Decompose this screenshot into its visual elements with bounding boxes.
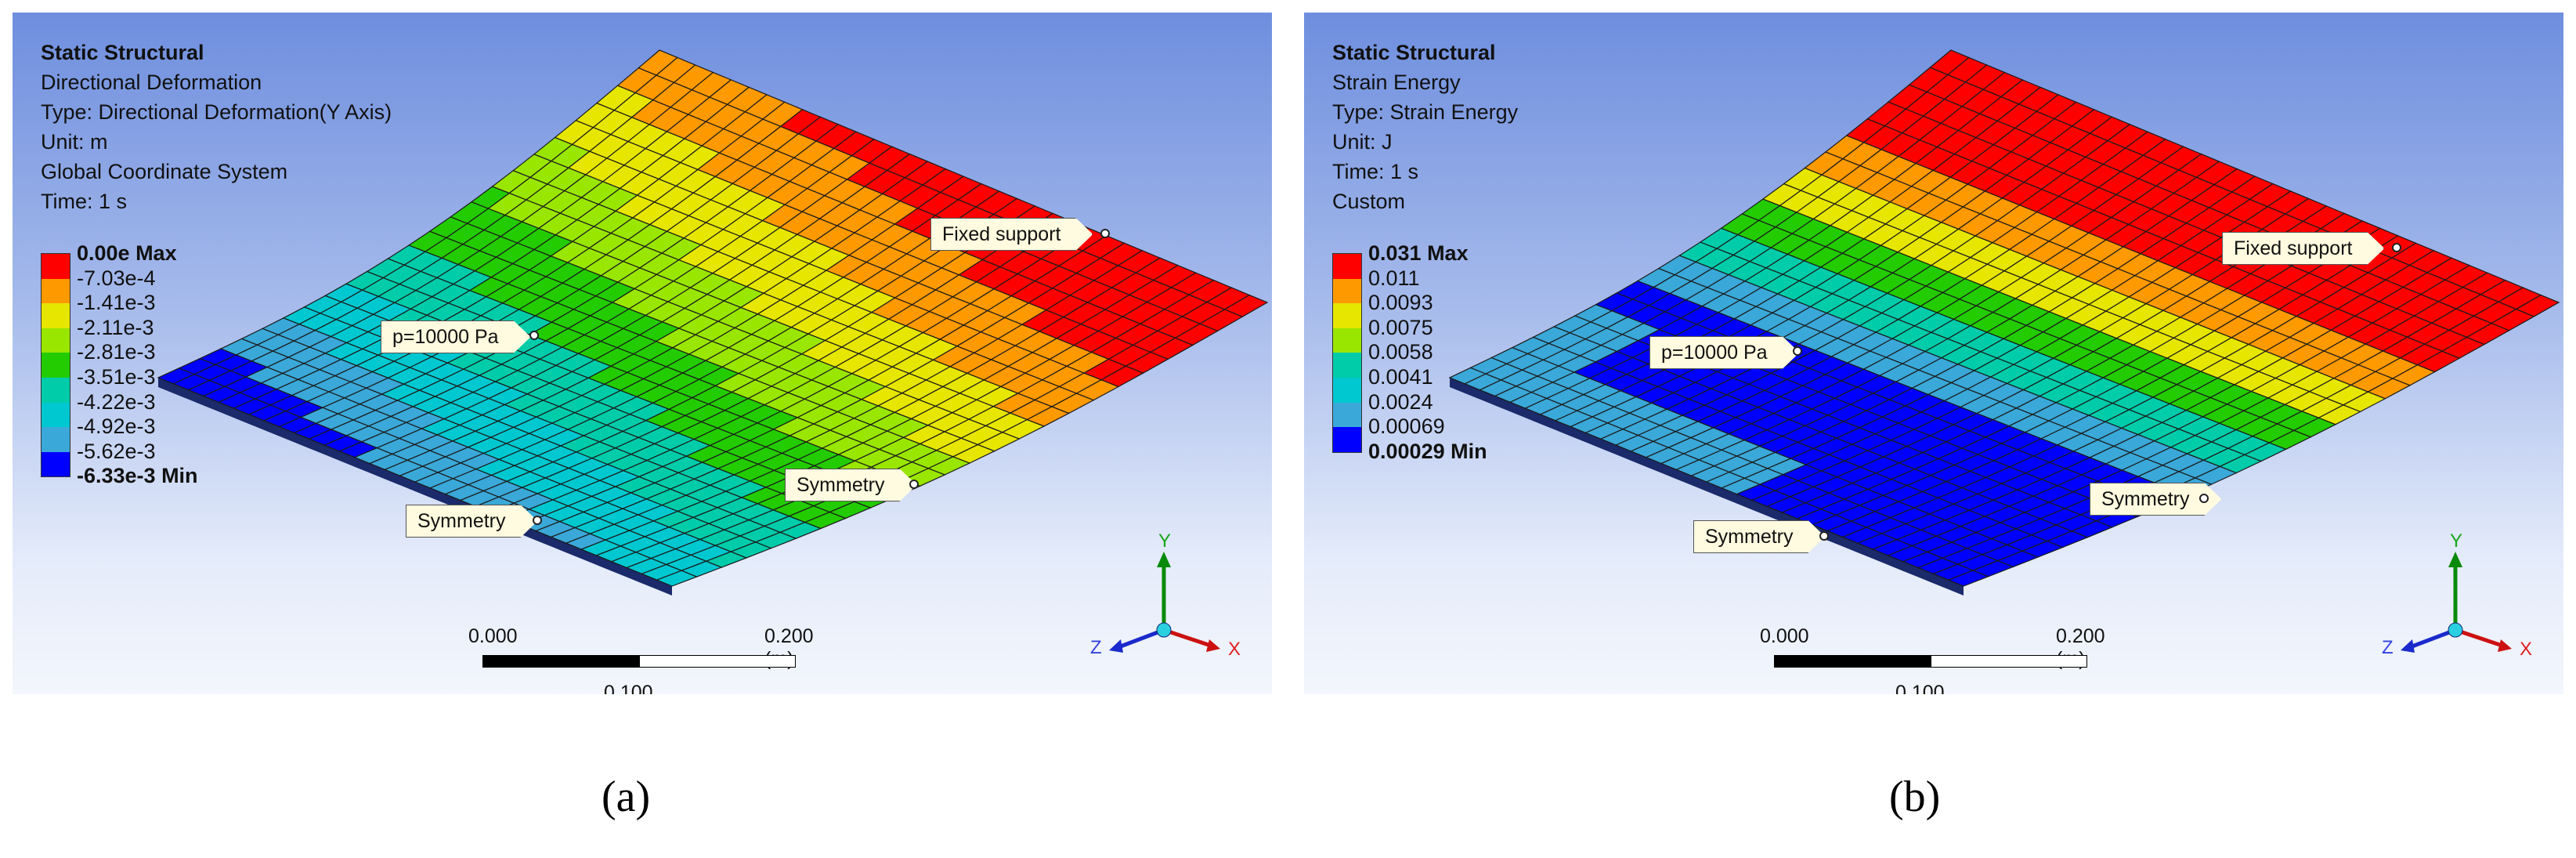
panel-a-symmetry-callout-2[interactable]: Symmetry bbox=[406, 505, 538, 538]
panel-a-symmetry-callout-1[interactable]: Symmetry bbox=[785, 469, 917, 501]
panel-a-scale-bar: 0.000 0.200 (m) 0.100 bbox=[468, 625, 814, 694]
legend-label: 0.0093 bbox=[1368, 291, 1433, 315]
panel-b-scale-mode: Custom bbox=[1332, 190, 1406, 213]
legend-swatch bbox=[1333, 427, 1361, 452]
legend-swatch bbox=[42, 427, 70, 452]
legend-label: 0.011 bbox=[1368, 266, 1420, 290]
legend-swatch bbox=[1333, 278, 1361, 304]
panel-a-fixed-support-callout[interactable]: Fixed support bbox=[930, 218, 1093, 251]
scale-black-segment bbox=[482, 655, 639, 668]
panel-b-fixed-support-anchor bbox=[2392, 243, 2401, 252]
panel-a-mesh-plot[interactable] bbox=[13, 13, 1272, 694]
panel-b-unit: Unit: J bbox=[1332, 130, 1393, 154]
panel-b-pressure-anchor bbox=[1793, 346, 1802, 356]
panel-a-title: Static Structural bbox=[41, 41, 204, 64]
axis-y-label: Y bbox=[2450, 530, 2462, 552]
panel-a-result-name: Directional Deformation bbox=[41, 71, 262, 94]
legend-label: 0.0075 bbox=[1368, 315, 1433, 339]
scale-white-segment bbox=[639, 655, 796, 668]
legend-label: -1.41e-3 bbox=[77, 291, 156, 315]
legend-label: -3.51e-3 bbox=[77, 365, 156, 389]
legend-label: 0.0058 bbox=[1368, 340, 1433, 364]
axis-x-label: X bbox=[2520, 639, 2532, 660]
legend-label: -4.92e-3 bbox=[77, 415, 156, 439]
legend-swatch bbox=[42, 451, 70, 477]
panel-b-symmetry-anchor-2 bbox=[1819, 531, 1829, 541]
legend-label: -2.81e-3 bbox=[77, 340, 156, 364]
panel-a-info: Static Structural Directional Deformatio… bbox=[41, 38, 392, 216]
panel-b-result-name: Strain Energy bbox=[1332, 71, 1461, 94]
scale-black-segment bbox=[1774, 655, 1931, 668]
legend-swatch bbox=[1333, 353, 1361, 378]
panel-b-pressure-callout[interactable]: p=10000 Pa bbox=[1649, 336, 1800, 369]
legend-label: 0.00e Max bbox=[77, 241, 177, 265]
panel-a-legend-colorbar bbox=[41, 253, 70, 478]
axis-z-label: Z bbox=[1090, 637, 1102, 658]
legend-swatch bbox=[1333, 402, 1361, 428]
panel-a-symmetry-anchor-2 bbox=[533, 516, 542, 525]
panel-b-fixed-support-callout[interactable]: Fixed support bbox=[2222, 232, 2384, 265]
panel-a-unit: Unit: m bbox=[41, 130, 108, 154]
legend-swatch bbox=[42, 402, 70, 428]
scale-left-label: 0.000 bbox=[1760, 625, 1809, 647]
panel-b-symmetry-anchor-1 bbox=[2199, 494, 2209, 503]
legend-label: -2.11e-3 bbox=[77, 315, 154, 339]
panel-a-fixed-support-anchor bbox=[1100, 229, 1110, 238]
legend-label: 0.00069 bbox=[1368, 415, 1445, 439]
legend-swatch bbox=[1333, 254, 1361, 279]
legend-label: 0.0041 bbox=[1368, 365, 1433, 389]
panel-b-triad-axes-icon[interactable]: Y X Z bbox=[2369, 530, 2542, 671]
scale-mid-label: 0.100 bbox=[604, 682, 653, 694]
scale-left-label: 0.000 bbox=[468, 625, 518, 647]
panel-b-info: Static Structural Strain Energy Type: St… bbox=[1332, 38, 1518, 216]
axis-x-label: X bbox=[1228, 639, 1241, 660]
panel-b-result-type: Type: Strain Energy bbox=[1332, 100, 1519, 124]
legend-swatch bbox=[1333, 328, 1361, 353]
legend-label: -7.03e-4 bbox=[77, 266, 156, 290]
panel-a-result-type: Type: Directional Deformation(Y Axis) bbox=[41, 100, 392, 124]
axis-y-label: Y bbox=[1158, 530, 1171, 552]
legend-swatch bbox=[42, 353, 70, 378]
panel-a-viewport[interactable]: Static Structural Directional Deformatio… bbox=[13, 13, 1272, 694]
panel-a-pressure-callout[interactable]: p=10000 Pa bbox=[381, 320, 531, 353]
scale-white-segment bbox=[1931, 655, 2087, 668]
legend-label: 0.00029 Min bbox=[1368, 439, 1487, 463]
legend-label: 0.0024 bbox=[1368, 389, 1433, 414]
legend-swatch bbox=[42, 303, 70, 328]
panel-b-time: Time: 1 s bbox=[1332, 160, 1419, 183]
panel-b-scale-bar: 0.000 0.200 (m) 0.100 bbox=[1760, 625, 2105, 694]
scale-mid-label: 0.100 bbox=[1895, 682, 1945, 694]
legend-swatch bbox=[42, 328, 70, 353]
axis-z-label: Z bbox=[2382, 637, 2394, 658]
panel-b-legend-colorbar bbox=[1332, 253, 1362, 453]
panel-b-mesh-plot[interactable] bbox=[1304, 13, 2563, 694]
legend-swatch bbox=[42, 278, 70, 304]
panel-b-viewport[interactable]: Static Structural Strain Energy Type: St… bbox=[1304, 13, 2563, 694]
panel-a-coordinate-system: Global Coordinate System bbox=[41, 160, 288, 183]
legend-swatch bbox=[42, 377, 70, 403]
legend-label: -5.62e-3 bbox=[77, 439, 156, 463]
legend-swatch bbox=[1333, 377, 1361, 403]
panel-b-title: Static Structural bbox=[1332, 41, 1496, 64]
legend-swatch bbox=[42, 254, 70, 279]
legend-label: 0.031 Max bbox=[1368, 241, 1469, 265]
legend-label: -4.22e-3 bbox=[77, 389, 156, 414]
legend-swatch bbox=[1333, 303, 1361, 328]
caption-a: (a) bbox=[602, 773, 651, 821]
panel-a-time: Time: 1 s bbox=[41, 190, 128, 213]
panel-b-symmetry-callout-2[interactable]: Symmetry bbox=[1693, 520, 1826, 553]
legend-label: -6.33e-3 Min bbox=[77, 464, 198, 488]
caption-b: (b) bbox=[1889, 773, 1941, 821]
panel-a-pressure-anchor bbox=[529, 331, 539, 340]
panel-a-symmetry-anchor-1 bbox=[909, 480, 919, 489]
panel-a-triad-axes-icon[interactable]: Y X Z bbox=[1078, 530, 1250, 671]
